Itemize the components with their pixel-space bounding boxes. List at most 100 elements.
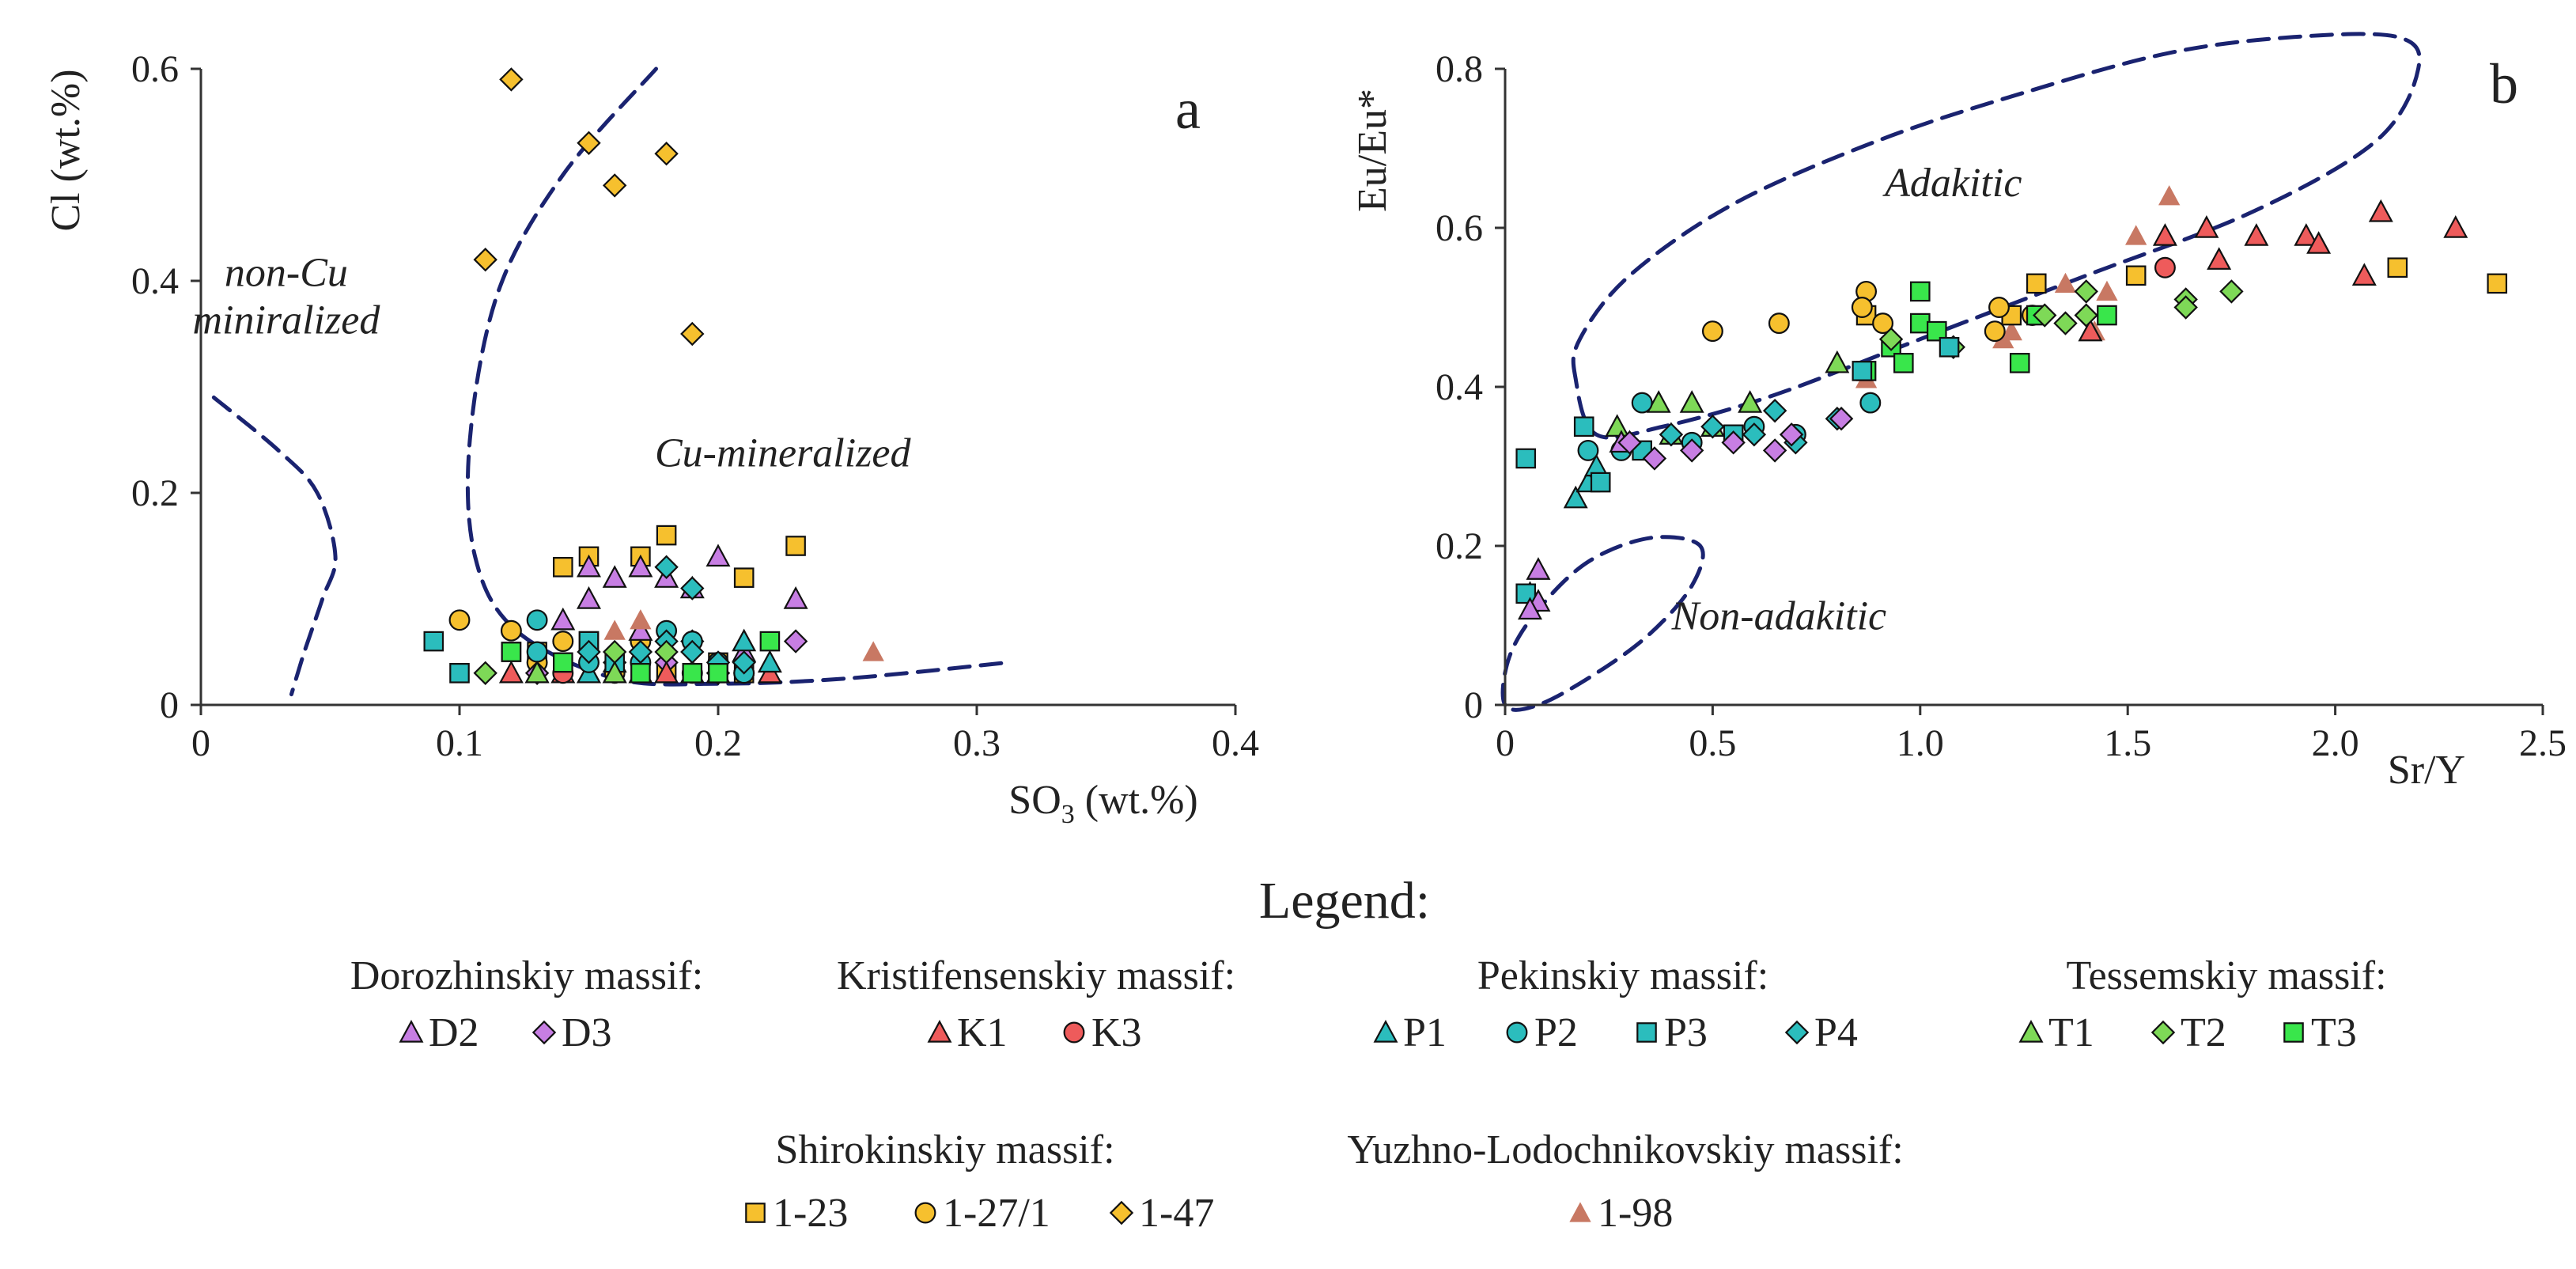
point-a-T2 (654, 639, 679, 665)
point-b-Y198 (2000, 320, 2022, 341)
legend-label-T3: T3 (2311, 1010, 2357, 1055)
point-b-K1 (2306, 231, 2332, 254)
point-b-T3 (2097, 305, 2117, 326)
point-a-P4 (680, 639, 705, 665)
legend-marker-P1 (1373, 1020, 1398, 1043)
y-tick-label-a: 0.6 (131, 48, 179, 90)
point-b-D3 (1829, 406, 1854, 431)
legend: Legend: Dorozhinskiy massif: D2 D3 Kristife… (350, 872, 2387, 1236)
point-b-K1 (2351, 263, 2377, 286)
point-b-K1 (2443, 215, 2468, 238)
point-b-P3 (1515, 448, 1537, 469)
point-b-K1 (2244, 223, 2269, 246)
point-b-T2 (2053, 311, 2078, 335)
annotation-a-1: Cu-mineralized (655, 431, 912, 476)
point-b-T2 (1878, 327, 1904, 351)
point-a-T3 (708, 662, 728, 684)
point-a-D3 (783, 629, 808, 653)
point-a-S147 (473, 247, 497, 272)
legend-marker-T3 (2283, 1022, 2304, 1043)
point-a-D2 (577, 554, 601, 578)
legend-marker-T1 (2018, 1020, 2044, 1043)
point-b-S1271 (1872, 313, 1894, 335)
point-a-T3 (759, 631, 781, 652)
y-axis-title-b: Eu/Eu* (1350, 89, 1395, 212)
legend-marker-K1 (927, 1020, 952, 1043)
point-b-P3 (1590, 472, 1611, 493)
legend-label-D2: D2 (429, 1010, 479, 1055)
x-tick-label-b: 1.0 (1897, 722, 1944, 764)
y-tick-label-b: 0.2 (1436, 525, 1483, 567)
legend-label-P3: P3 (1664, 1010, 1708, 1055)
point-b-T1 (1605, 414, 1630, 437)
point-a-P4 (654, 555, 679, 580)
point-b-K1 (2207, 247, 2232, 270)
point-b-T3 (1910, 313, 1931, 334)
legend-label-P1: P1 (1403, 1010, 1447, 1055)
x-tick-label-b: 2.5 (2519, 722, 2567, 764)
point-b-S1271 (1988, 297, 2010, 318)
point-b-K1 (2294, 223, 2319, 246)
point-a-P4 (628, 639, 653, 665)
point-b-S1271 (1768, 313, 1790, 335)
point-a-S123 (552, 556, 573, 578)
point-b-S123 (2125, 265, 2147, 286)
point-b-T3 (1926, 320, 1947, 342)
legend-label-T2: T2 (2181, 1010, 2226, 1055)
point-a-S123 (733, 567, 755, 588)
legend-marker-T2 (2150, 1020, 2176, 1045)
legend-group-title: Shirokinskiy massif: (775, 1127, 1114, 1172)
point-b-T1 (1646, 390, 1671, 413)
point-b-Y198 (2125, 225, 2147, 245)
x-tick-label-a: 0.2 (694, 722, 742, 764)
legend-group-title: Pekinskiy massif: (1477, 953, 1768, 998)
point-a-S147 (602, 173, 627, 198)
point-b-P4 (1742, 422, 1767, 447)
point-b-P2 (1577, 439, 1599, 461)
y-tick-label-b: 0.4 (1436, 366, 1483, 408)
legend-marker-D2 (399, 1020, 424, 1043)
point-b-S1271 (1984, 320, 2006, 343)
point-a-P3 (449, 662, 470, 684)
point-a-P4 (732, 650, 756, 675)
legend-marker-P4 (1784, 1020, 1810, 1045)
legend-marker-S147 (1109, 1200, 1134, 1225)
x-tick-label-b: 2.0 (2312, 722, 2359, 764)
point-b-T3 (1910, 281, 1931, 302)
point-a-D2 (628, 554, 653, 578)
point-a-D2 (705, 544, 731, 567)
point-a-T3 (501, 642, 522, 662)
legend-marker-S1271 (914, 1202, 936, 1224)
legend-label-Y198: 1-98 (1598, 1191, 1673, 1236)
point-b-P4 (1700, 415, 1725, 439)
x-tick-label-b: 0 (1496, 722, 1515, 764)
point-b-T2 (2173, 295, 2198, 320)
point-b-T1 (1679, 390, 1704, 413)
point-a-S1271 (552, 631, 574, 653)
chart-panel-a: 0 0.1 0.2 0.3 0.4 0 0.2 0.4 0.6 non-Cu miniralize… (44, 48, 1259, 829)
annotation-a-0: non-Cu miniralized (192, 251, 380, 343)
annotation-b-1: Non-adakitic (1671, 594, 1887, 639)
point-b-P3 (1573, 416, 1594, 438)
legend-label-K3: K3 (1091, 1010, 1142, 1055)
point-a-T3 (552, 652, 573, 673)
point-a-T3 (630, 662, 651, 684)
point-b-T2 (2074, 279, 2098, 304)
field-boundary-a-1 (465, 66, 1010, 687)
legend-label-T1: T1 (2048, 1010, 2094, 1055)
point-b-S1271 (1701, 320, 1723, 343)
point-b-K1 (2368, 199, 2393, 222)
point-b-P3 (1852, 361, 1873, 381)
point-b-P2 (1859, 392, 1882, 414)
legend-marker-P2 (1506, 1021, 1528, 1044)
legend-label-P4: P4 (1814, 1010, 1858, 1055)
point-a-P2 (526, 609, 548, 631)
point-b-P2 (1631, 392, 1653, 414)
field-boundary-b-0 (1571, 32, 2422, 440)
legend-marker-D3 (531, 1020, 557, 1045)
x-tick-label-b: 1.5 (2104, 722, 2151, 764)
point-b-D2 (1517, 597, 1542, 620)
panel-label-b: b (2490, 52, 2518, 116)
legend-label-S147: 1-47 (1139, 1191, 1214, 1236)
